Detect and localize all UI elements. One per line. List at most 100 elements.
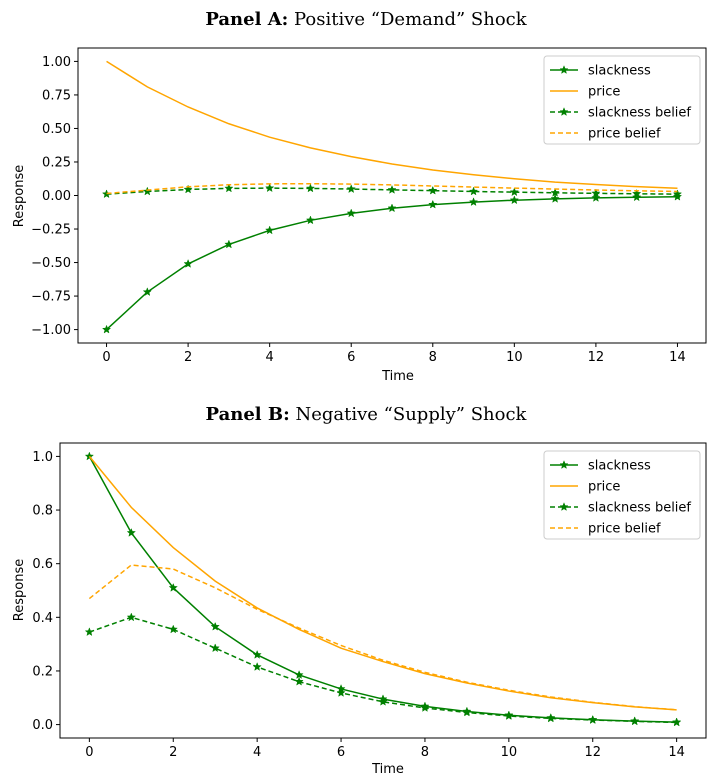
panel-b-series-slackness-belief-point: [252, 662, 262, 671]
panel-b-series-slackness-point: [126, 527, 136, 537]
panel-b-title-rest: Negative “Supply” Shock: [290, 404, 528, 425]
panel-a-y-ticks: 1.00 0.75 0.50 0.25 0.00 −0.25 −0.50 −0.75 −1.00: [31, 55, 78, 338]
panel-a-series-slackness-belief-point: [387, 184, 397, 194]
panel-a-series-slackness-point: [101, 324, 112, 334]
panel-b-y-tick-label: 0.2: [32, 664, 53, 679]
panel-a-series-slackness-point: [183, 258, 193, 268]
panel-b-y-axis-label: Response: [12, 559, 27, 621]
panel-a-series-slackness-point: [305, 215, 316, 225]
panel-b-series-slackness-belief-point: [462, 707, 472, 717]
panel-a-x-tick-label: 4: [266, 350, 274, 365]
panel-b-series-slackness-belief-point: [420, 703, 430, 712]
panel-b-x-tick-label: 12: [584, 745, 601, 760]
panel-a-legend-slackness-label: slackness: [588, 64, 651, 79]
panel-a-y-tick-label: 1.00: [42, 55, 71, 70]
panel-a-series-slackness-point: [265, 225, 275, 235]
panel-a-series-slackness-belief-point: [509, 187, 519, 197]
panel-a-y-tick-label: −0.75: [31, 290, 71, 305]
panel-a-title: Panel A: Positive “Demand” Shock: [205, 9, 527, 30]
panel-a-y-tick-label: −0.50: [31, 256, 71, 271]
panel-b-x-tick-label: 0: [85, 745, 93, 760]
panel-b-series-slackness-belief-point: [546, 713, 556, 723]
panel-b-series-slackness-belief-line: [89, 616, 677, 724]
panel-a-series-slackness-belief-point: [224, 183, 234, 193]
panel-b-lines: [84, 451, 682, 727]
panel-b-x-tick-label: 6: [337, 745, 345, 760]
panel-a-legend-price-belief-label: price belief: [588, 127, 661, 142]
panel-a-legend: slackness price slackness belief price beli…: [543, 55, 701, 145]
panel-b-x-tick-label: 10: [501, 745, 518, 760]
panel-a-series-slackness-point: [632, 192, 642, 202]
panel-a-series-slackness-point: [591, 193, 601, 202]
panel-a-series-slackness-line: [106, 195, 678, 331]
panel-b-y-ticks: 1.0 0.8 0.6 0.4 0.2 0.0: [32, 450, 60, 733]
panel-b-plot-frame: [59, 442, 707, 739]
panel-a-series-price-belief-line: [106, 182, 678, 195]
panel-a-series-slackness-point: [387, 203, 397, 213]
panel-a-y-tick-label: −1.00: [31, 323, 71, 338]
panel-b-legend-price-label: price: [588, 480, 620, 495]
panel-a-series-slackness-point: [142, 287, 152, 297]
panel-a-series-slackness-belief-point: [591, 188, 601, 198]
panel-a-series-slackness-belief-point: [550, 187, 560, 197]
panel-b-series-slackness-belief-point: [504, 711, 514, 720]
panel-a-x-tick-label: 12: [588, 350, 605, 365]
panel-a-legend-items: slackness price slackness belief price beli…: [550, 64, 691, 142]
panel-b-x-tick-label: 14: [668, 745, 685, 760]
panel-b-y-tick-label: 0.6: [32, 557, 53, 572]
panel-a-legend-box: [543, 55, 701, 145]
panel-b-legend-slackness-belief-label: slackness belief: [588, 501, 691, 516]
panel-a-series-price-line: [106, 60, 678, 190]
panel-a-y-tick-label: 0.50: [42, 122, 71, 137]
panel-a-series-slackness-belief-point: [142, 186, 152, 196]
panel-a-series-slackness-belief-point: [632, 188, 642, 198]
panel-b-legend-slackness-marker: [559, 460, 569, 469]
panel-b-series-slackness-belief-point: [630, 716, 640, 726]
panel-b-series-slackness-belief-point: [294, 676, 304, 686]
panel-a-series-slackness-belief-line: [106, 187, 678, 195]
panel-b-legend-box: [543, 450, 701, 540]
panel-a-title-bold: Panel A:: [205, 9, 288, 30]
panel-b-y-tick-label: 0.0: [32, 718, 53, 733]
panel-b-y-tick-label: 1.0: [32, 450, 53, 465]
panel-b-series-slackness-belief-point: [336, 688, 346, 697]
panel-b-legend-slackness-label: slackness: [588, 459, 651, 474]
panel-a-x-ticks: 0 2 4 6 8 10 12 14: [102, 343, 686, 365]
panel-b-x-tick-label: 8: [421, 745, 429, 760]
panel-a-series-slackness-point: [224, 239, 234, 249]
panel-b-title: Panel B: Negative “Supply” Shock: [206, 404, 528, 425]
panel-b-title-bold: Panel B:: [206, 404, 290, 425]
panel-a-y-tick-label: 0.25: [42, 155, 71, 170]
panel-a-series-slackness-belief-point: [265, 183, 275, 193]
panel-a-legend-slackness-belief-marker: [559, 107, 569, 116]
panel-b-series-slackness-belief-point: [378, 696, 388, 706]
panel-b-series-slackness-belief-point: [210, 643, 220, 653]
panel-b-x-ticks: 0 2 4 6 8 10 12 14: [85, 738, 685, 760]
panel-a-legend-slackness-marker: [559, 65, 569, 74]
panel-a-lines: [101, 60, 683, 334]
panel-b: Panel B: Negative “Supply” Shock 0 2 4 6 8 10…: [12, 404, 707, 775]
panel-b-legend-slackness-belief-marker: [559, 502, 569, 511]
panel-a-x-tick-label: 6: [347, 350, 355, 365]
panel-a-title-rest: Positive “Demand” Shock: [288, 9, 527, 30]
panel-b-series-slackness-belief-point: [84, 627, 95, 637]
panel-a-x-tick-label: 8: [429, 350, 437, 365]
panel-a-x-tick-label: 2: [184, 350, 192, 365]
panel-a-y-tick-label: 0.75: [42, 88, 71, 103]
panel-a-y-tick-label: −0.25: [31, 223, 71, 238]
panel-b-legend-items: slackness price slackness belief price beli…: [550, 459, 691, 537]
panel-b-series-price-belief-line: [88, 564, 677, 711]
panel-b-legend-price-belief-label: price belief: [588, 522, 661, 537]
panel-a-series-slackness-point: [428, 199, 438, 209]
panel-b-series-slackness-point: [252, 649, 262, 659]
panel-a-series-slackness-point: [346, 208, 356, 218]
panel-a-legend-slackness-belief-label: slackness belief: [588, 106, 691, 121]
panel-b-series-slackness-belief-point: [671, 717, 682, 727]
panel-b-series-slackness-point: [294, 670, 304, 679]
panel-a-legend-price-label: price: [588, 85, 620, 100]
panel-a-series-slackness-belief-point: [305, 183, 316, 193]
panel-b-x-tick-label: 2: [169, 745, 177, 760]
panel-a-series-slackness-belief-point: [468, 186, 479, 196]
panel-a-x-tick-label: 14: [669, 350, 686, 365]
